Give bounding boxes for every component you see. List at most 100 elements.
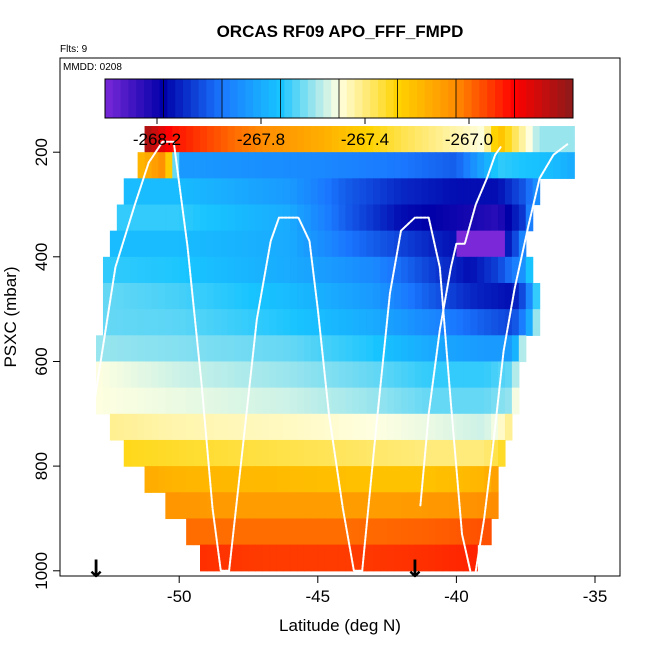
heatmap-cell: [380, 204, 388, 232]
heatmap-cell: [345, 518, 354, 546]
heatmap-cell: [435, 413, 444, 441]
heatmap-cell: [241, 178, 250, 206]
heatmap-cell: [248, 544, 257, 572]
heatmap-cell: [172, 335, 180, 363]
heatmap-cell: [227, 230, 236, 258]
heatmap-cell: [283, 230, 291, 258]
heatmap-cell: [394, 544, 402, 572]
heatmap-cell: [241, 439, 250, 467]
heatmap-cell: [179, 335, 187, 363]
heatmap-cell: [463, 492, 471, 520]
heatmap-cell: [303, 413, 312, 441]
heatmap-cell: [248, 413, 257, 441]
heatmap-cell: [394, 126, 402, 153]
heatmap-cell: [276, 230, 284, 258]
heatmap-cell: [297, 309, 305, 336]
heatmap-cell: [324, 309, 333, 336]
heatmap-cell: [400, 204, 409, 232]
heatmap-cell: [179, 230, 187, 258]
heatmap-cell: [206, 413, 215, 441]
heatmap-cell: [345, 544, 354, 572]
heatmap-cell: [359, 439, 367, 467]
heatmap-cell: [463, 309, 471, 336]
heatmap-cell: [262, 466, 270, 493]
heatmap-cell: [428, 413, 437, 441]
heatmap-cell: [435, 152, 444, 179]
colorbar-swatch: [268, 79, 278, 118]
heatmap-cell: [317, 309, 326, 336]
heatmap-cell: [352, 282, 361, 310]
heatmap-cell: [213, 387, 222, 415]
heatmap-cell: [165, 230, 173, 258]
heatmap-cell: [352, 230, 361, 258]
heatmap-cell: [421, 335, 430, 363]
heatmap-cell: [470, 230, 478, 258]
heatmap-cell: [255, 204, 263, 232]
heatmap-cell: [359, 204, 367, 232]
heatmap-cell: [269, 152, 277, 179]
heatmap-cell: [449, 282, 458, 310]
colorbar-swatch: [495, 79, 504, 118]
colorbar-swatch: [105, 79, 114, 118]
heatmap-cell: [463, 387, 471, 415]
heatmap-cell: [248, 178, 257, 206]
heatmap-cell: [241, 544, 250, 572]
heatmap-cell: [435, 204, 444, 232]
heatmap-cell: [234, 335, 243, 363]
heatmap-cell: [463, 152, 471, 179]
heatmap-cell: [206, 204, 215, 232]
heatmap-cell: [442, 492, 451, 520]
heatmap-cell: [518, 335, 527, 363]
heatmap-cell: [297, 439, 305, 467]
heatmap-cell: [373, 282, 381, 310]
heatmap-cell: [331, 387, 340, 415]
heatmap-cell: [130, 335, 139, 363]
heatmap-cell: [414, 126, 423, 153]
heatmap-cell: [428, 230, 437, 258]
heatmap-cell: [158, 413, 166, 441]
heatmap-cell: [144, 466, 153, 493]
heatmap-cell: [248, 126, 257, 153]
heatmap-cell: [255, 230, 263, 258]
heatmap-cell: [449, 152, 458, 179]
heatmap-cell: [206, 387, 215, 415]
heatmap-cell: [283, 466, 291, 493]
heatmap-cell: [387, 466, 395, 493]
heatmap-cell: [518, 309, 527, 336]
heatmap-cell: [151, 152, 160, 179]
heatmap-cell: [227, 387, 236, 415]
heatmap-cell: [477, 466, 485, 493]
heatmap-cell: [373, 126, 381, 153]
heatmap-cell: [179, 439, 187, 467]
heatmap-cell: [407, 178, 416, 206]
heatmap-cell: [324, 518, 333, 546]
heatmap-cell: [518, 230, 527, 258]
heatmap-cell: [172, 126, 180, 153]
heatmap-cell: [158, 335, 166, 363]
heatmap-cell: [269, 361, 277, 389]
heatmap-cell: [200, 544, 208, 572]
heatmap-cell: [310, 230, 319, 258]
heatmap-cell: [435, 230, 444, 258]
heatmap-cell: [380, 439, 388, 467]
heatmap-cell: [456, 126, 464, 153]
heatmap-cell: [400, 361, 409, 389]
heatmap-cell: [491, 466, 499, 493]
heatmap-cell: [248, 361, 257, 389]
heatmap-cell: [276, 282, 284, 310]
heatmap-cell: [553, 152, 561, 179]
heatmap-cell: [324, 152, 333, 179]
heatmap-cell: [366, 152, 374, 179]
heatmap-cell: [324, 204, 333, 232]
heatmap-cell: [407, 309, 416, 336]
heatmap-cell: [130, 439, 139, 467]
heatmap-cell: [310, 256, 319, 284]
colorbar-swatch: [315, 79, 324, 118]
heatmap-cell: [165, 282, 173, 310]
heatmap-cell: [345, 230, 354, 258]
heatmap-cell: [345, 126, 354, 153]
heatmap-cell: [220, 335, 229, 363]
colorbar-swatch: [354, 79, 363, 118]
heatmap-cell: [116, 309, 125, 336]
heatmap-cell: [394, 152, 402, 179]
